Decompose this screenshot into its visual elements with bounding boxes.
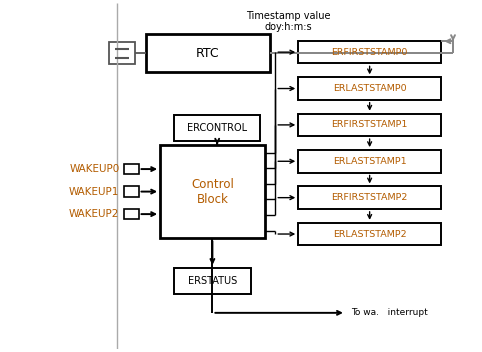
Bar (160, 145, 265, 238)
Bar (124, 164, 138, 174)
Text: ERFIRSTSTAMP1: ERFIRSTSTAMP1 (332, 120, 408, 130)
Text: Timestamp value
doy:h:m:s: Timestamp value doy:h:m:s (246, 11, 331, 32)
Bar (109, 42, 135, 64)
Bar (298, 223, 441, 245)
Text: WAKEUP0: WAKEUP0 (69, 164, 120, 174)
Bar (124, 209, 138, 219)
Text: ERFIRSTSTAMP0: ERFIRSTSTAMP0 (332, 48, 408, 57)
Bar (298, 150, 441, 172)
Text: WAKEUP2: WAKEUP2 (69, 209, 120, 219)
Bar (298, 41, 441, 63)
Text: To wa.   interrupt: To wa. interrupt (350, 308, 428, 318)
Bar (124, 187, 138, 197)
Text: WAKEUP1: WAKEUP1 (69, 187, 120, 196)
Bar (174, 268, 251, 294)
Bar (298, 77, 441, 100)
Text: ERSTATUS: ERSTATUS (188, 276, 237, 286)
Text: Control
Block: Control Block (191, 178, 234, 206)
Text: ERCONTROL: ERCONTROL (187, 123, 247, 133)
Text: ERLASTSTAMP0: ERLASTSTAMP0 (333, 84, 406, 93)
Bar (298, 114, 441, 136)
Bar (174, 115, 260, 142)
Bar (146, 34, 269, 72)
Text: ERFIRSTSTAMP2: ERFIRSTSTAMP2 (332, 193, 408, 202)
Bar (298, 187, 441, 209)
Text: ERLASTSTAMP2: ERLASTSTAMP2 (333, 230, 406, 239)
Text: ERLASTSTAMP1: ERLASTSTAMP1 (333, 157, 406, 166)
Text: RTC: RTC (196, 46, 219, 59)
